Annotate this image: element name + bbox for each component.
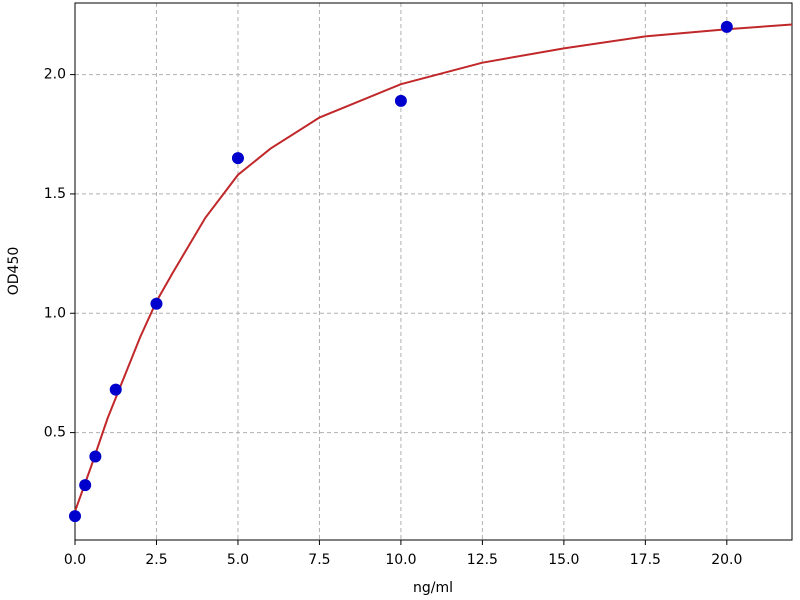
data-point [231, 152, 244, 165]
x-tick-label: 20.0 [711, 552, 742, 568]
x-tick-label: 5.0 [227, 552, 249, 568]
y-axis-label: OD450 [6, 247, 22, 296]
y-tick-label: 1.0 [44, 305, 66, 321]
data-point [109, 383, 122, 396]
x-tick-label: 7.5 [308, 552, 330, 568]
fit-curve [74, 23, 793, 512]
x-tick-label: 10.0 [385, 552, 416, 568]
x-tick-label: 2.5 [145, 552, 167, 568]
y-tick-label: 2.0 [44, 67, 66, 83]
plot-frame [74, 2, 793, 541]
data-point [394, 94, 407, 107]
x-tick-label: 0.0 [64, 552, 86, 568]
data-point [79, 479, 92, 492]
x-tick-label: 12.5 [467, 552, 498, 568]
data-point [150, 297, 163, 310]
data-point [720, 20, 733, 33]
data-point [89, 450, 102, 463]
x-axis-label: ng/ml [413, 580, 453, 596]
y-tick-label: 1.5 [44, 186, 66, 202]
x-tick-label: 15.0 [548, 552, 579, 568]
data-point [69, 510, 81, 523]
y-tick-label: 0.5 [44, 425, 66, 441]
x-tick-label: 17.5 [630, 552, 661, 568]
